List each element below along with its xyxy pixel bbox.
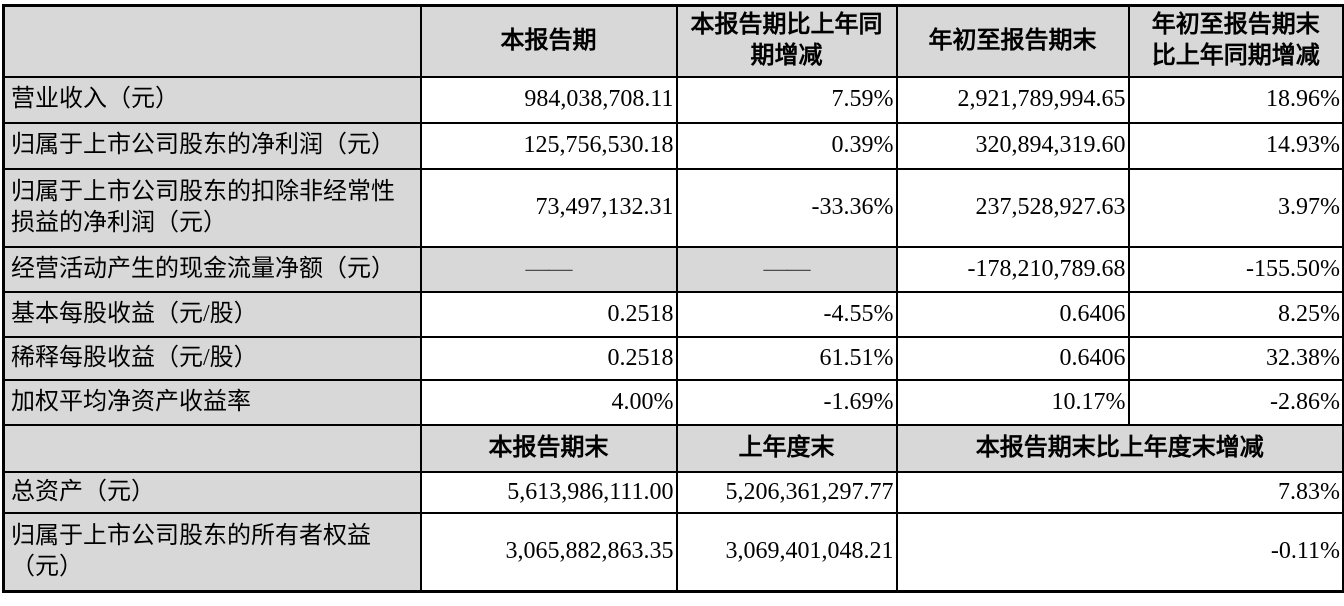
value-cell: 125,756,530.18 (419, 121, 678, 170)
row-label: 归属于上市公司股东的所有者权益 （元） (2, 511, 422, 593)
value-cell: -0.11% (895, 511, 1344, 593)
row-label: 经营活动产生的现金流量净额（元） (2, 245, 422, 293)
value-cell: 4.00% (419, 378, 678, 426)
value-cell: 0.39% (675, 121, 898, 170)
value-cell: -4.55% (675, 290, 898, 338)
value-cell: 0.6406 (895, 335, 1130, 381)
row-label: 加权平均净资产收益率 (2, 378, 422, 426)
value-cell: 320,894,319.60 (895, 121, 1130, 170)
header-cell-current-period: 本报告期 (419, 4, 678, 78)
header-cell-blank-2 (2, 423, 422, 473)
value-cell: -178,210,789.68 (895, 245, 1130, 293)
table-row-net-profit: 归属于上市公司股东的净利润（元） 125,756,530.18 0.39% 32… (2, 121, 1344, 170)
value-cell: 14.93% (1127, 121, 1344, 170)
table-row-weighted-roe: 加权平均净资产收益率 4.00% -1.69% 10.17% -2.86% (2, 378, 1344, 426)
value-cell: 0.2518 (419, 290, 678, 338)
row-label: 稀释每股收益（元/股） (2, 335, 422, 381)
table-row-basic-eps: 基本每股收益（元/股） 0.2518 -4.55% 0.6406 8.25% (2, 290, 1344, 338)
table-row-operating-cash-flow: 经营活动产生的现金流量净额（元） —— —— -178,210,789.68 -… (2, 245, 1344, 293)
value-cell: 2,921,789,994.65 (895, 75, 1130, 124)
value-cell: 3.97% (1127, 167, 1344, 248)
row-label: 总资产（元） (2, 470, 422, 514)
value-cell: 73,497,132.31 (419, 167, 678, 248)
header-cell-last-year-end: 上年度末 (675, 423, 898, 473)
value-cell: 10.17% (895, 378, 1130, 426)
value-cell: 0.2518 (419, 335, 678, 381)
value-cell: 32.38% (1127, 335, 1344, 381)
value-cell: 3,065,882,863.35 (419, 511, 678, 593)
header-cell-ytd-yoy: 年初至报告期末 比上年同期增减 (1127, 4, 1344, 78)
value-cell-dash: —— (675, 245, 898, 293)
header-cell-ytd: 年初至报告期末 (895, 4, 1130, 78)
financial-summary-table: 本报告期 本报告期比上年同 期增减 年初至报告期末 年初至报告期末 比上年同期增… (2, 4, 1344, 593)
value-cell: 18.96% (1127, 75, 1344, 124)
value-cell: 5,613,986,111.00 (419, 470, 678, 514)
value-cell: 7.83% (895, 470, 1344, 514)
table-row-net-profit-excl-nonrecurring: 归属于上市公司股东的扣除非经常性 损益的净利润（元） 73,497,132.31… (2, 167, 1344, 248)
value-cell: 8.25% (1127, 290, 1344, 338)
row-label: 营业收入（元） (2, 75, 422, 124)
value-cell: 984,038,708.11 (419, 75, 678, 124)
row-label: 归属于上市公司股东的净利润（元） (2, 121, 422, 170)
header-cell-current-period-yoy: 本报告期比上年同 期增减 (675, 4, 898, 78)
value-cell: -33.36% (675, 167, 898, 248)
row-label: 基本每股收益（元/股） (2, 290, 422, 338)
table-row-revenue: 营业收入（元） 984,038,708.11 7.59% 2,921,789,9… (2, 75, 1344, 124)
value-cell: 61.51% (675, 335, 898, 381)
value-cell: 0.6406 (895, 290, 1130, 338)
value-cell: 7.59% (675, 75, 898, 124)
header-cell-period-end: 本报告期末 (419, 423, 678, 473)
header-row-period-end: 本报告期末 上年度末 本报告期末比上年度末增减 (2, 423, 1344, 473)
row-label: 归属于上市公司股东的扣除非经常性 损益的净利润（元） (2, 167, 422, 248)
table-row-total-assets: 总资产（元） 5,613,986,111.00 5,206,361,297.77… (2, 470, 1344, 514)
value-cell: 237,528,927.63 (895, 167, 1130, 248)
header-cell-change-vs-last-year-end: 本报告期末比上年度末增减 (895, 423, 1344, 473)
header-row-period: 本报告期 本报告期比上年同 期增减 年初至报告期末 年初至报告期末 比上年同期增… (2, 4, 1344, 78)
value-cell: -1.69% (675, 378, 898, 426)
header-cell-blank (2, 4, 422, 78)
value-cell: 5,206,361,297.77 (675, 470, 898, 514)
value-cell-dash: —— (419, 245, 678, 293)
value-cell: -155.50% (1127, 245, 1344, 293)
table-row-shareholders-equity: 归属于上市公司股东的所有者权益 （元） 3,065,882,863.35 3,0… (2, 511, 1344, 593)
table-row-diluted-eps: 稀释每股收益（元/股） 0.2518 61.51% 0.6406 32.38% (2, 335, 1344, 381)
value-cell: -2.86% (1127, 378, 1344, 426)
value-cell: 3,069,401,048.21 (675, 511, 898, 593)
